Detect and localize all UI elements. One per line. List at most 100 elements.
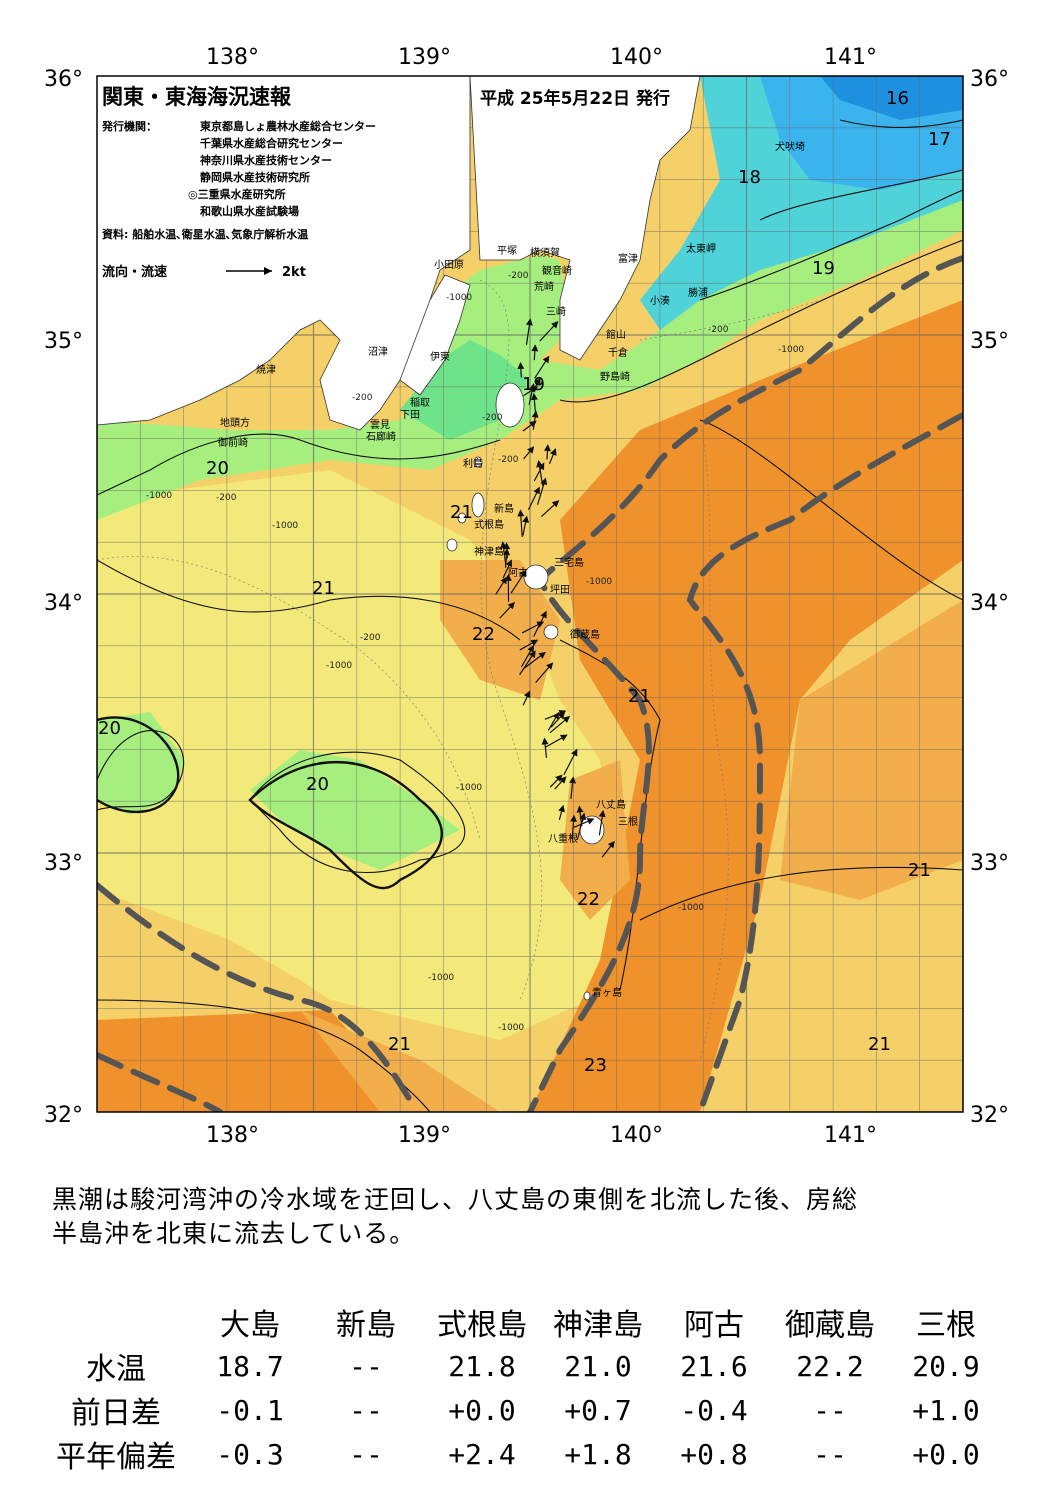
current-arrow-icon xyxy=(544,444,551,460)
column-header: 新島 xyxy=(336,1308,396,1343)
place-toshima: 利島 xyxy=(463,457,483,470)
current-arrow-icon xyxy=(539,321,559,342)
current-arrow-icon xyxy=(517,509,525,538)
isotherm-label: 22 xyxy=(577,889,600,910)
isotherm-label: 21 xyxy=(628,686,651,707)
place-kannonzaki: 観音崎 xyxy=(542,264,572,277)
lon-label-139-top: 139° xyxy=(398,45,451,70)
map-header: 関東・東海海況速報 平成 25年5月22日 発行 発行機関： 東京都島しょ農林水… xyxy=(101,85,670,280)
longitude-labels-top: 138° 139° 140° 141° xyxy=(206,45,877,70)
place-misaki: 三崎 xyxy=(546,305,566,318)
isotherm-label: 20 xyxy=(306,774,329,795)
current-arrow-icon xyxy=(522,420,537,432)
current-arrow-icon xyxy=(523,446,535,460)
place-katsuura: 勝浦 xyxy=(688,286,708,299)
place-yaene: 八重根 xyxy=(548,832,578,845)
place-chikura: 千倉 xyxy=(608,346,628,359)
map-frame xyxy=(96,75,964,1113)
place-mikurajima: 御蔵島 xyxy=(570,628,600,641)
table-cell: -0.4 xyxy=(680,1393,748,1427)
place-odawara: 小田原 xyxy=(434,259,464,271)
place-hiratsuka: 平塚 xyxy=(497,245,517,257)
table-cell: +0.0 xyxy=(448,1393,516,1427)
current-arrow-icon xyxy=(563,748,578,776)
current-arrow-icon xyxy=(534,355,550,379)
current-arrow-icon xyxy=(598,809,606,836)
depth-label: -200 xyxy=(360,633,381,643)
place-tateyama: 館山 xyxy=(606,328,626,341)
current-arrow-icon xyxy=(558,804,565,820)
place-aogashima: 青ヶ島 xyxy=(592,986,622,999)
lon-label-140-bottom: 140° xyxy=(610,1123,663,1148)
row-label: 平年偏差 xyxy=(56,1440,176,1475)
table-cell: 18.7 xyxy=(216,1349,284,1383)
isotherm-label: 22 xyxy=(472,624,495,645)
lon-label-138-bottom: 138° xyxy=(206,1123,259,1148)
current-arrow-icon xyxy=(502,559,513,579)
current-arrow-icon xyxy=(570,814,577,840)
summary-line-1: 黒潮は駿河湾沖の冷水域を迂回し、八丈島の東側を北流した後、房総 xyxy=(52,1185,859,1214)
current-arrow-icon xyxy=(520,644,535,668)
place-futtsu: 富津 xyxy=(618,252,638,265)
lon-label-140-top: 140° xyxy=(610,45,663,70)
table-cell: -- xyxy=(813,1437,847,1471)
current-arrow-icon xyxy=(523,651,546,670)
depth-label: -200 xyxy=(708,325,729,335)
current-arrow-icon xyxy=(531,344,539,361)
lat-label-33-left: 33° xyxy=(44,851,83,876)
isotherm-label: 23 xyxy=(584,1055,607,1076)
issuer-4: 静岡県水産技術研究所 xyxy=(200,170,310,184)
place-ako: 阿古 xyxy=(508,566,528,579)
place-taitomisaki: 太東岬 xyxy=(686,242,716,255)
lat-label-32-right: 32° xyxy=(970,1103,1009,1128)
column-header: 阿古 xyxy=(684,1308,744,1343)
place-kominato: 小湊 xyxy=(650,294,670,307)
lat-label-33-right: 33° xyxy=(970,851,1009,876)
current-arrow-icon xyxy=(547,711,560,731)
place-inatori: 稲取 xyxy=(410,397,430,409)
table-cell: 21.8 xyxy=(448,1349,516,1383)
isotherm-label: 20 xyxy=(206,458,229,479)
map-title: 関東・東海海況速報 xyxy=(102,85,292,109)
temperature-table: 大島 新島 式根島 神津島 阿古 御蔵島 三根 水温 18.7 -- 21.8 … xyxy=(40,1300,1004,1476)
place-tsubota: 坪田 xyxy=(550,583,570,596)
place-irozaki: 石廊崎 xyxy=(366,430,396,443)
lon-label-139-bottom: 139° xyxy=(398,1123,451,1148)
isotherm-label: 20 xyxy=(98,718,121,739)
depth-label: -200 xyxy=(482,413,503,423)
issuer-2: 千葉県水産総合研究センター xyxy=(200,136,343,150)
place-niijima: 新島 xyxy=(494,502,514,515)
table-cell: -- xyxy=(349,1437,383,1471)
flow-legend-unit: 2kt xyxy=(282,265,306,280)
lat-label-34-right: 34° xyxy=(970,591,1009,616)
table-cell: -- xyxy=(813,1393,847,1427)
place-names: 小田原 平塚 横須賀 観音崎 荒崎 三崎 富津 館山 千倉 野島崎 太東岬 勝浦… xyxy=(218,140,805,999)
depth-label: -1000 xyxy=(498,1023,524,1033)
current-arrow-icon xyxy=(517,361,525,378)
place-ito: 伊東 xyxy=(430,350,450,363)
current-arrow-icon xyxy=(601,840,615,858)
column-header: 大島 xyxy=(220,1308,280,1343)
current-arrow-icon xyxy=(576,812,587,840)
current-arrow-icon xyxy=(528,383,536,405)
flow-legend-label: 流向・流速 xyxy=(102,264,167,280)
table-cell: -- xyxy=(349,1349,383,1383)
flow-legend-arrow-icon xyxy=(226,267,272,275)
place-mitsune: 三根 xyxy=(618,815,638,828)
issue-date: 平成 25年5月22日 発行 xyxy=(480,88,670,109)
depth-labels: -200 -1000 -200 -1000 -200 -1000 -200 -2… xyxy=(146,271,804,1033)
isotherm-label: 21 xyxy=(908,860,931,881)
column-header: 三根 xyxy=(916,1308,976,1343)
lon-label-141-top: 141° xyxy=(824,45,877,70)
table-cell: 20.9 xyxy=(912,1349,980,1383)
column-header: 御蔵島 xyxy=(785,1308,875,1343)
current-arrow-icon xyxy=(536,477,548,505)
longitude-labels-bottom: 138° 139° 140° 141° xyxy=(206,1123,877,1148)
issuer-6: 和歌山県水産試験場 xyxy=(200,204,299,218)
current-arrow-icon xyxy=(530,392,538,414)
sea-condition-map: 138° 139° 140° 141° 138° 139° 140° 141° … xyxy=(44,45,1009,1148)
table-header-row: 大島 新島 式根島 神津島 阿古 御蔵島 三根 xyxy=(40,1300,1004,1344)
summary-text: 黒潮は駿河湾沖の冷水域を迂回し、八丈島の東側を北流した後、房総 半島沖を北東に流… xyxy=(52,1183,1012,1251)
place-omaezaki: 御前崎 xyxy=(218,436,248,449)
table-cell: +0.8 xyxy=(680,1437,748,1471)
